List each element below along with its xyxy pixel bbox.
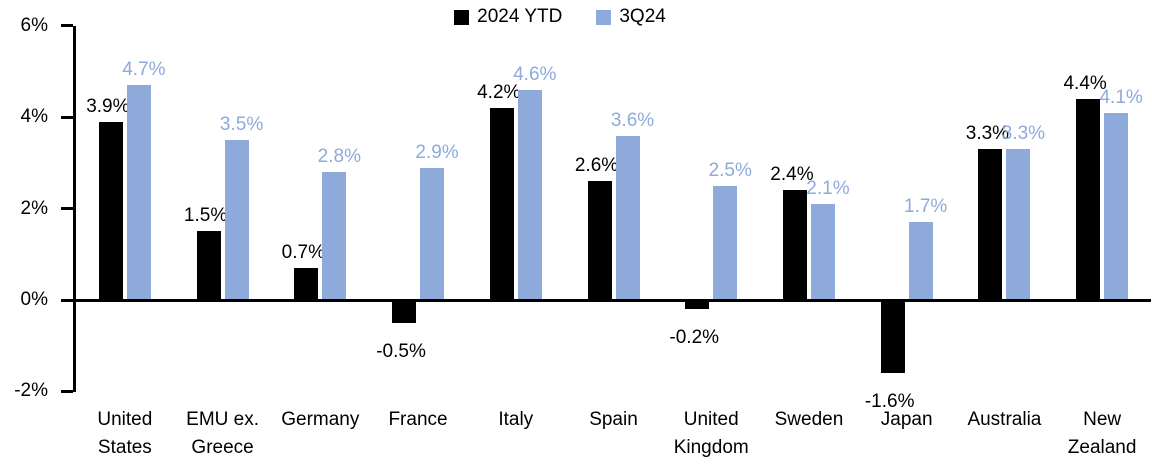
bar-3q24-japan <box>908 222 933 300</box>
bar-2024-ytd-emu-ex-greece <box>196 231 221 300</box>
x-axis-line <box>73 298 1151 302</box>
bar-3q24-united-states <box>126 85 151 300</box>
value-label-3q24-sweden: 2.1% <box>806 178 850 200</box>
category-label-germany: Germany <box>281 409 360 430</box>
category-label-united-states: United States <box>97 409 153 458</box>
y-axis-tick-label: -2% <box>14 380 48 402</box>
value-label-2024-ytd-spain: 2.6% <box>574 155 619 177</box>
value-label-3q24-united-kingdom: 2.5% <box>708 159 752 181</box>
category-label-united-kingdom: United Kingdom <box>673 409 749 458</box>
category-label-sweden: Sweden <box>774 409 844 430</box>
value-label-3q24-france: 2.9% <box>415 141 459 163</box>
bar-3q24-sweden <box>810 204 835 300</box>
bar-3q24-new-zealand <box>1104 112 1129 300</box>
bar-3q24-emu-ex-greece <box>224 140 249 300</box>
category-label-new-zealand: New Zealand <box>1067 409 1137 458</box>
y-axis-tick-label: 2% <box>20 197 48 219</box>
bar-2024-ytd-germany <box>294 268 319 300</box>
value-label-2024-ytd-emu-ex-greece: 1.5% <box>183 205 228 227</box>
category-label-emu-ex-greece: EMU ex. Greece <box>186 409 259 458</box>
category-label-australia: Australia <box>967 409 1042 430</box>
value-label-3q24-spain: 3.6% <box>610 109 655 131</box>
value-label-3q24-united-states: 4.7% <box>122 59 166 81</box>
value-label-2024-ytd-united-states: 3.9% <box>86 95 130 117</box>
value-label-3q24-japan: 1.7% <box>904 196 948 218</box>
legend-item-3q24: 3Q24 <box>596 6 666 28</box>
bar-2024-ytd-united-states <box>98 121 123 300</box>
category-label-italy: Italy <box>498 409 534 430</box>
bar-3q24-germany <box>322 172 347 300</box>
value-label-3q24-germany: 2.8% <box>317 146 361 168</box>
bar-2024-ytd-australia <box>978 149 1003 300</box>
y-axis-line <box>73 25 76 393</box>
legend-label-2024-ytd: 2024 YTD <box>477 6 563 27</box>
value-label-2024-ytd-new-zealand: 4.4% <box>1063 73 1107 95</box>
y-axis-tick <box>61 389 73 393</box>
y-axis-tick-label: 6% <box>20 14 48 36</box>
value-label-2024-ytd-japan: -1.6% <box>864 391 915 413</box>
bar-2024-ytd-italy <box>489 108 514 300</box>
legend-swatch-3q24-icon <box>596 9 612 25</box>
legend-item-2024-ytd: 2024 YTD <box>454 6 562 28</box>
value-label-2024-ytd-united-kingdom: -0.2% <box>669 327 720 349</box>
bar-2024-ytd-spain <box>587 181 612 300</box>
value-label-2024-ytd-france: -0.5% <box>376 340 426 362</box>
value-label-2024-ytd-australia: 3.3% <box>965 123 1010 145</box>
category-label-japan: Japan <box>880 409 933 430</box>
bar-3q24-france <box>420 167 445 300</box>
y-axis-tick-label: 0% <box>20 289 48 310</box>
bar-2024-ytd-japan <box>880 300 905 374</box>
value-label-2024-ytd-sweden: 2.4% <box>770 164 814 186</box>
y-axis-tick <box>61 207 73 211</box>
y-axis-tick <box>61 298 73 302</box>
bar-2024-ytd-new-zealand <box>1076 99 1101 300</box>
bar-2024-ytd-sweden <box>782 190 807 300</box>
y-axis-tick-label: 4% <box>20 106 48 128</box>
category-label-spain: Spain <box>589 409 638 430</box>
bar-2024-ytd-united-kingdom <box>685 300 710 310</box>
legend-swatch-2024-ytd-icon <box>454 9 470 25</box>
bar-3q24-italy <box>517 89 542 300</box>
value-label-2024-ytd-italy: 4.2% <box>477 82 521 104</box>
bar-2024-ytd-france <box>392 300 417 323</box>
value-label-3q24-australia: 3.3% <box>1001 123 1046 145</box>
bar-3q24-australia <box>1006 149 1031 300</box>
value-label-3q24-italy: 4.6% <box>513 63 557 85</box>
value-label-2024-ytd-germany: 0.7% <box>281 242 325 264</box>
legend: 2024 YTD 3Q24 <box>0 6 1120 28</box>
value-label-3q24-new-zealand: 4.1% <box>1099 86 1143 108</box>
bar-3q24-united-kingdom <box>713 185 738 300</box>
y-axis-tick <box>61 24 73 28</box>
value-label-3q24-emu-ex-greece: 3.5% <box>219 114 264 136</box>
legend-label-3q24: 3Q24 <box>619 6 666 27</box>
category-label-france: France <box>388 409 448 430</box>
y-axis-tick <box>61 115 73 119</box>
bar-3q24-spain <box>615 135 640 300</box>
